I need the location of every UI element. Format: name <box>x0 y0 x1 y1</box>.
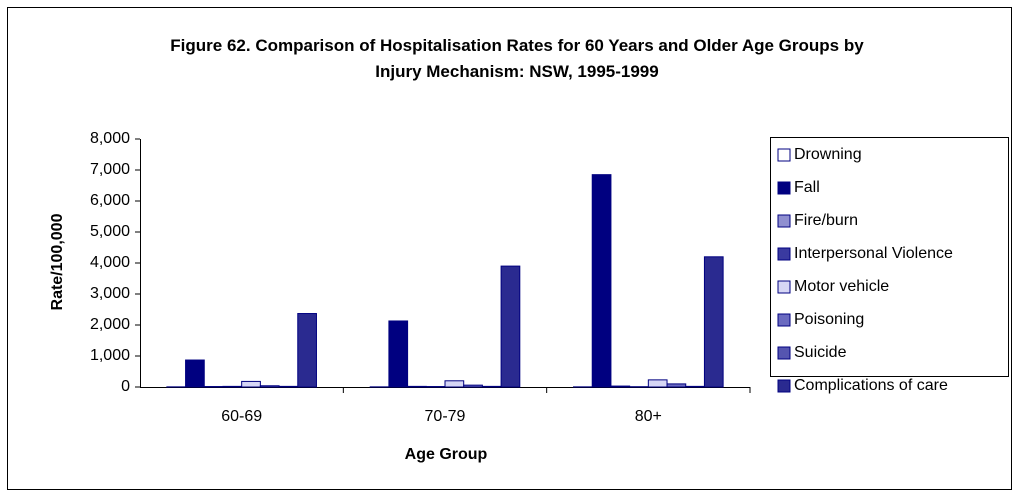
bar <box>185 359 205 388</box>
legend-label: Fire/burn <box>794 212 858 229</box>
bar <box>666 383 687 388</box>
y-tick-label: 5,000 <box>90 223 130 240</box>
legend-box <box>770 137 1009 377</box>
legend-swatch <box>777 247 791 261</box>
y-tick-label: 1,000 <box>90 347 130 364</box>
legend-swatch <box>777 148 791 162</box>
bar <box>259 385 280 388</box>
bar <box>278 385 299 388</box>
legend-label: Complications of care <box>794 377 948 394</box>
legend-swatch <box>777 346 791 360</box>
x-tick-label: 80+ <box>635 408 662 425</box>
y-tick-label: 6,000 <box>90 192 130 209</box>
bar <box>703 256 724 388</box>
legend-label: Fall <box>794 179 820 196</box>
bar <box>481 385 502 388</box>
legend-label: Interpersonal Violence <box>794 245 953 262</box>
legend-swatch <box>777 214 791 228</box>
bar <box>241 380 261 388</box>
bar <box>222 385 243 388</box>
y-tick-label: 4,000 <box>90 254 130 271</box>
bar <box>500 265 521 388</box>
bar <box>388 320 409 388</box>
x-tick-label: 60-69 <box>221 408 262 425</box>
y-axis-title: Rate/100,000 <box>49 213 66 310</box>
bar <box>463 384 483 388</box>
bar <box>685 385 705 388</box>
x-tick-label: 70-79 <box>425 408 466 425</box>
bar <box>407 385 427 388</box>
legend-swatch <box>777 280 791 294</box>
y-tick-label: 8,000 <box>90 130 130 147</box>
legend-swatch <box>777 181 791 195</box>
legend-label: Drowning <box>794 146 862 163</box>
bar <box>647 379 668 388</box>
chart-title: Figure 62. Comparison of Hospitalisation… <box>170 36 864 81</box>
y-tick-label: 2,000 <box>90 316 130 333</box>
legend-label: Poisoning <box>794 311 864 328</box>
legend-label: Suicide <box>794 344 847 361</box>
y-tick-label: 0 <box>121 378 130 395</box>
bar <box>444 380 465 388</box>
x-axis-title: Age Group <box>405 446 488 463</box>
bar <box>610 385 631 388</box>
bar <box>591 174 612 388</box>
legend-swatch <box>777 313 791 327</box>
legend-swatch <box>777 379 791 393</box>
legend-label: Motor vehicle <box>794 278 889 295</box>
y-tick-label: 7,000 <box>90 161 130 178</box>
y-tick-label: 3,000 <box>90 285 130 302</box>
bar <box>297 313 317 388</box>
